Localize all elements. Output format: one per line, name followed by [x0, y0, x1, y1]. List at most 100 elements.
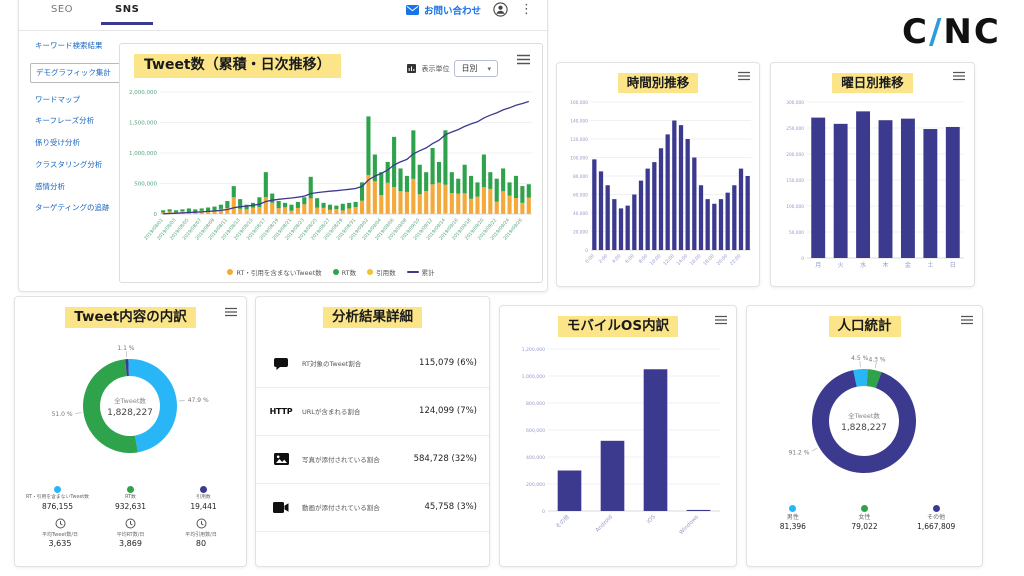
bar-tweets[interactable] [167, 211, 172, 214]
bar-tweets[interactable] [475, 196, 480, 214]
bar-rt[interactable] [180, 209, 185, 212]
sidebar-item-keyword-results[interactable]: キーワード検索結果 [35, 41, 103, 50]
bar-rt[interactable] [225, 200, 230, 209]
bar-rt[interactable] [231, 186, 236, 198]
bar-tweets[interactable] [507, 195, 512, 214]
bar-tweets[interactable] [417, 194, 422, 214]
bar-tweets[interactable] [225, 208, 230, 214]
bar-tweets[interactable] [481, 187, 486, 214]
sidebar-item-targeting[interactable]: ターゲティングの追跡 [35, 203, 110, 213]
bar-tweets[interactable] [443, 184, 448, 214]
bar-tweets[interactable] [257, 206, 262, 214]
bar-rt[interactable] [507, 182, 512, 196]
bar-rt[interactable] [404, 175, 409, 192]
bar-tweets[interactable] [308, 198, 313, 214]
bar-rt[interactable] [321, 202, 326, 208]
bar[interactable] [725, 192, 730, 250]
bar-tweets[interactable] [244, 209, 249, 214]
bar[interactable] [833, 123, 848, 258]
menu-icon[interactable] [961, 315, 973, 325]
bar-tweets[interactable] [513, 197, 519, 214]
bar-rt[interactable] [199, 208, 204, 211]
bar[interactable] [698, 184, 704, 250]
bar[interactable] [557, 470, 582, 511]
bar-rt[interactable] [276, 200, 281, 209]
bar-tweets[interactable] [430, 184, 435, 214]
bar-quote[interactable] [481, 213, 486, 214]
bar-tweets[interactable] [283, 207, 288, 214]
donut-segment[interactable] [125, 358, 129, 377]
menu-icon[interactable] [738, 71, 750, 81]
bar-tweets[interactable] [398, 191, 403, 214]
donut-segment[interactable] [128, 358, 177, 453]
bar-tweets[interactable] [520, 202, 525, 214]
bar[interactable] [685, 138, 690, 250]
bar[interactable] [878, 119, 893, 258]
bar-rt[interactable] [501, 168, 506, 192]
bar[interactable] [856, 110, 871, 258]
bar-tweets[interactable] [494, 201, 499, 214]
bar-tweets[interactable] [526, 197, 531, 214]
bar[interactable] [665, 134, 670, 250]
bar[interactable] [718, 198, 724, 250]
kebab-menu-icon[interactable]: ⋮ [520, 2, 533, 17]
bar-tweets[interactable] [366, 174, 371, 214]
bar-rt[interactable] [481, 154, 486, 188]
bar-rt[interactable] [392, 136, 397, 187]
bar-rt[interactable] [167, 209, 172, 212]
menu-icon[interactable] [517, 54, 530, 65]
bar-rt[interactable] [372, 154, 377, 182]
bar-tweets[interactable] [263, 197, 268, 214]
bar-tweets[interactable] [411, 178, 416, 214]
bar-quote[interactable] [385, 213, 390, 214]
contact-button[interactable]: お問い合わせ [405, 3, 481, 17]
bar-tweets[interactable] [250, 207, 256, 214]
bar-rt[interactable] [366, 116, 371, 175]
bar-rt[interactable] [238, 199, 243, 209]
bar[interactable] [945, 126, 960, 258]
bar-rt[interactable] [308, 176, 313, 199]
bar-tweets[interactable] [340, 210, 345, 214]
bar-tweets[interactable] [372, 181, 377, 214]
donut-segment[interactable] [853, 368, 868, 387]
bar-rt[interactable] [488, 172, 493, 189]
bar-rt[interactable] [494, 178, 499, 202]
bar[interactable] [638, 180, 644, 250]
bar-tweets[interactable] [321, 207, 326, 214]
bar-tweets[interactable] [206, 211, 211, 214]
bar-tweets[interactable] [462, 193, 467, 214]
bar-tweets[interactable] [456, 193, 461, 214]
bar-tweets[interactable] [488, 188, 493, 214]
bar-rt[interactable] [270, 193, 275, 203]
bar-rt[interactable] [327, 204, 333, 210]
bar-rt[interactable] [430, 148, 435, 185]
donut-segment[interactable] [812, 370, 916, 473]
bar-rt[interactable] [520, 186, 525, 203]
bar-rt[interactable] [173, 210, 179, 213]
bar-rt[interactable] [424, 172, 429, 191]
bar[interactable] [923, 128, 938, 258]
bar-tweets[interactable] [295, 207, 300, 214]
bar-tweets[interactable] [270, 202, 275, 214]
bar-rt[interactable] [283, 202, 288, 208]
bar[interactable] [745, 175, 750, 250]
bar-tweets[interactable] [289, 210, 294, 214]
bar-tweets[interactable] [501, 191, 506, 214]
bar[interactable] [598, 171, 604, 250]
sidebar-item-clustering[interactable]: クラスタリング分析 [35, 159, 103, 169]
menu-icon[interactable] [225, 307, 237, 317]
display-unit-select[interactable]: 日別 ▾ [454, 60, 498, 77]
bar-tweets[interactable] [353, 206, 358, 214]
bar[interactable] [811, 117, 826, 258]
menu-icon[interactable] [953, 71, 965, 81]
bar[interactable] [705, 198, 710, 250]
sidebar-item-wordmap[interactable]: ワードマップ [35, 94, 80, 104]
bar-rt[interactable] [340, 203, 345, 211]
bar-rt[interactable] [206, 207, 211, 212]
bar-rt[interactable] [359, 182, 365, 201]
bar[interactable] [605, 184, 610, 250]
bar-rt[interactable] [449, 172, 454, 194]
bar-tweets[interactable] [449, 193, 454, 214]
bar[interactable] [600, 440, 625, 511]
bar-rt[interactable] [218, 204, 223, 209]
